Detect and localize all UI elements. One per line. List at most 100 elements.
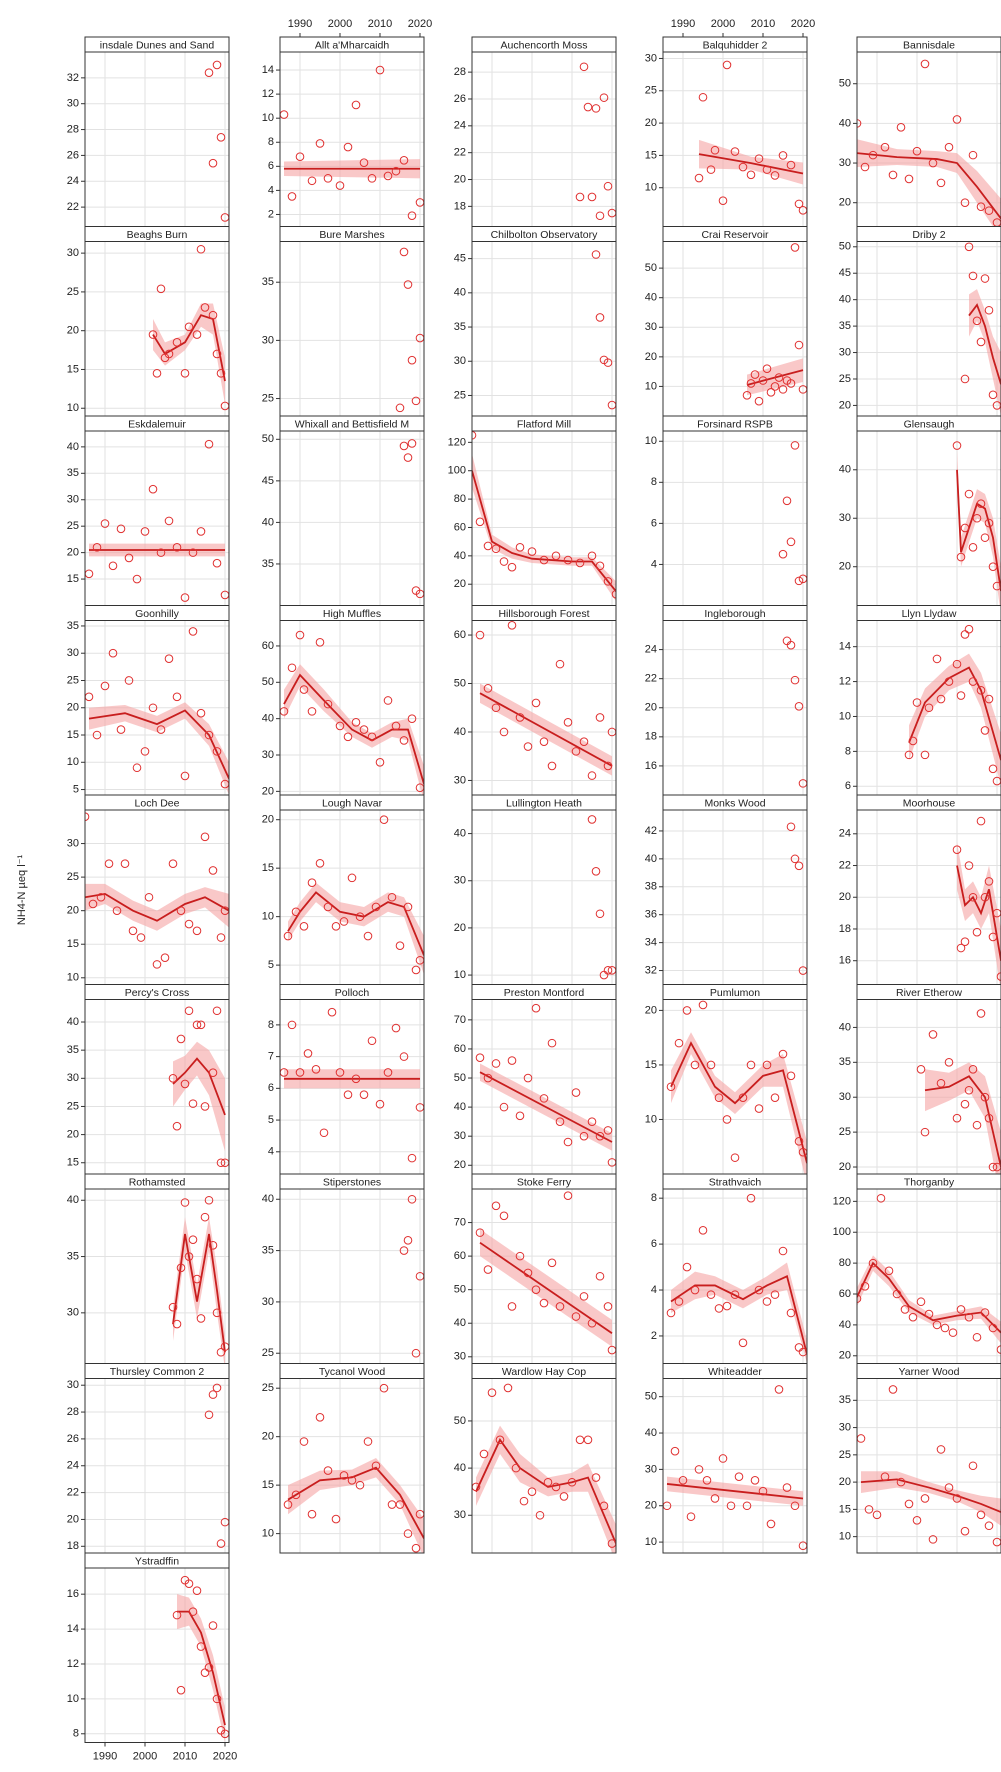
data-point <box>762 364 772 373</box>
data-point <box>531 1285 541 1294</box>
y-tick-label: 20 <box>645 702 657 714</box>
data-point <box>976 499 986 509</box>
data-point <box>595 909 605 919</box>
y-tick-label: 4 <box>268 1146 274 1158</box>
data-point <box>972 927 982 937</box>
plot-area <box>475 1003 616 1167</box>
data-point <box>539 555 549 565</box>
y-tick-label: 30 <box>454 875 466 887</box>
data-point <box>908 1312 918 1322</box>
data-point <box>964 489 974 499</box>
data-point <box>758 376 768 385</box>
data-point <box>750 370 760 379</box>
strip-label-group: Rothamsted <box>129 1176 186 1188</box>
data-point <box>944 677 954 686</box>
fit-line <box>287 1466 424 1539</box>
y-tick-label: 25 <box>67 520 79 532</box>
panel-border <box>84 1188 230 1364</box>
y-tick-label: 10 <box>262 911 274 923</box>
fit-line <box>956 865 1001 961</box>
data-point <box>730 1153 740 1162</box>
data-point <box>116 725 126 734</box>
y-tick-label: 35 <box>454 321 466 333</box>
data-point <box>156 725 166 734</box>
data-point <box>403 1236 413 1245</box>
panel: 30 40 50 60 70 Stoke Ferry <box>454 1173 617 1364</box>
panel-title: Tycanol Wood <box>319 1366 386 1378</box>
y-tick-label: 50 <box>645 1391 657 1403</box>
data-point <box>567 1477 577 1487</box>
data-point <box>936 1445 946 1454</box>
strip-label-group: Yarner Wood <box>899 1366 960 1378</box>
plot-area <box>587 815 616 980</box>
plot-area <box>916 1009 1001 1174</box>
data-point <box>184 919 194 929</box>
data-point <box>88 899 98 909</box>
fit-line <box>479 1071 613 1143</box>
y-tick-label: 50 <box>454 1415 466 1427</box>
data-point <box>311 1065 321 1074</box>
data-point <box>964 861 974 870</box>
data-point <box>124 553 134 563</box>
panel: 10 15 20 Pumlumon <box>645 984 808 1175</box>
y-tick-label: 8 <box>268 1019 274 1031</box>
data-point <box>192 1274 202 1284</box>
panel-title: Bure Marshes <box>319 229 384 241</box>
data-point <box>603 1126 613 1135</box>
data-point <box>164 654 174 663</box>
data-point <box>980 892 990 902</box>
data-point <box>148 484 158 494</box>
fit-line <box>698 153 804 175</box>
fit-line <box>172 1233 226 1353</box>
fit-line <box>479 1241 613 1335</box>
confidence-band <box>699 139 803 185</box>
y-tick-label: 10 <box>262 112 274 124</box>
data-point <box>857 1434 866 1443</box>
data-point <box>786 160 796 170</box>
data-point <box>579 62 589 72</box>
strip-label-group: Allt a'Mharcaidh <box>315 39 390 51</box>
data-point <box>868 1258 878 1268</box>
data-point <box>904 174 914 184</box>
data-point <box>960 1526 970 1536</box>
data-point <box>746 379 756 388</box>
data-point <box>603 358 613 367</box>
panel-border <box>279 1188 425 1364</box>
data-point <box>531 1003 541 1013</box>
y-tick-label: 10 <box>67 1693 79 1705</box>
panel-border <box>856 1188 1001 1364</box>
y-tick-label: 24 <box>645 643 657 655</box>
y-tick-label: 40 <box>839 464 851 476</box>
data-point <box>347 873 357 883</box>
data-point <box>112 906 122 915</box>
confidence-band <box>969 289 1001 416</box>
data-point <box>988 764 998 774</box>
data-point <box>547 761 557 771</box>
data-point <box>535 1510 545 1520</box>
data-point <box>964 242 974 252</box>
x-tick-label: 2020 <box>408 18 432 30</box>
data-point <box>734 1472 744 1481</box>
data-point <box>212 1383 222 1393</box>
panel-title: Glensaugh <box>904 418 955 430</box>
data-point <box>367 174 377 183</box>
data-point <box>968 892 978 902</box>
y-tick-label: 80 <box>454 493 466 505</box>
y-tick-label: 18 <box>454 200 466 212</box>
data-point <box>900 1305 910 1314</box>
data-point <box>932 1320 942 1330</box>
data-point <box>956 691 966 700</box>
y-tick-label: 10 <box>645 1113 657 1125</box>
data-point <box>100 519 110 528</box>
data-point <box>85 692 94 702</box>
y-tick-label: 50 <box>454 677 466 689</box>
panel-title: Wardlow Hay Cop <box>502 1366 586 1378</box>
data-point <box>184 322 194 332</box>
data-point <box>192 1586 202 1595</box>
plot-area <box>283 815 424 975</box>
panel-title: Thorganby <box>904 1176 955 1188</box>
data-point <box>295 152 305 161</box>
data-point <box>888 1385 898 1394</box>
strip-label-group: Beaghs Burn <box>127 229 188 241</box>
